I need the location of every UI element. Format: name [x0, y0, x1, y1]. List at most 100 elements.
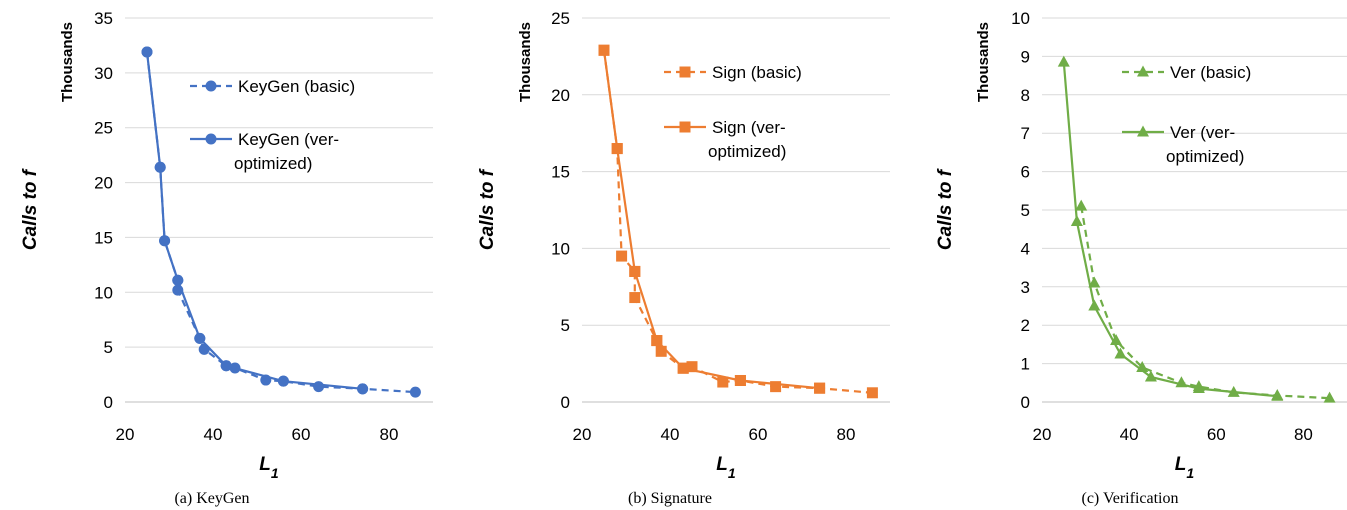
data-point — [194, 332, 206, 344]
legend-marker — [205, 80, 217, 92]
data-point — [1271, 389, 1284, 401]
x-tick-label: 20 — [116, 425, 135, 444]
legend-marker — [679, 121, 691, 133]
x-tick-label: 40 — [1120, 425, 1139, 444]
series-line-optimized — [145, 51, 363, 390]
x-tick-label: 80 — [1294, 425, 1313, 444]
legend-label: Sign (basic) — [712, 63, 802, 82]
data-point — [409, 386, 421, 398]
legend-label: optimized) — [708, 142, 786, 161]
data-point — [717, 376, 729, 388]
y-tick-label: 25 — [551, 9, 570, 28]
y-tick-label: 15 — [94, 228, 113, 247]
data-point — [154, 161, 166, 173]
data-point — [1323, 391, 1336, 403]
chart-panel-1: 0 5 10 15 20 25 30 35 20 40 60 80 Thousands Calls to … — [20, 9, 433, 507]
data-point — [598, 44, 610, 56]
data-point — [1075, 199, 1088, 211]
y-tick-label: 2 — [1021, 316, 1030, 335]
y-axis-title: Calls to f — [935, 168, 956, 250]
y-tick-label: 20 — [551, 86, 570, 105]
series-line-basic — [145, 51, 416, 394]
legend-label: optimized) — [234, 154, 312, 173]
y-tick-label: 10 — [94, 283, 113, 302]
data-point — [1070, 215, 1083, 227]
y-tick-label: 7 — [1021, 124, 1030, 143]
y-tick-label: 10 — [1011, 9, 1030, 28]
figure-caption: (b) Signature — [628, 490, 712, 507]
figure-caption: (a) KeyGen — [174, 490, 249, 507]
y-units-label: Thousands — [59, 22, 76, 102]
y-tick-label: 5 — [1021, 201, 1030, 220]
series-line-optimized — [602, 50, 820, 390]
y-tick-label: 30 — [94, 64, 113, 83]
data-point — [677, 362, 689, 374]
y-units-label: Thousands — [517, 22, 534, 102]
x-tick-label: 20 — [1033, 425, 1052, 444]
y-tick-label: 15 — [551, 163, 570, 182]
data-point — [770, 381, 782, 393]
data-point — [1088, 276, 1101, 288]
y-tick-label: 20 — [94, 174, 113, 193]
x-axis-title: L1 — [716, 454, 736, 481]
y-tick-label: 8 — [1021, 86, 1030, 105]
x-tick-label: 40 — [661, 425, 680, 444]
y-tick-label: 0 — [561, 393, 570, 412]
data-point — [1088, 299, 1101, 311]
legend-marker — [1137, 65, 1149, 77]
y-tick-label: 5 — [104, 338, 113, 357]
data-point — [686, 361, 698, 373]
legend-label: optimized) — [1166, 147, 1244, 166]
y-axis-title: Calls to f — [477, 168, 498, 250]
x-axis-title: L1 — [1175, 454, 1195, 481]
data-point — [814, 382, 826, 394]
y-tick-label: 1 — [1021, 355, 1030, 374]
legend-label: Ver (ver- — [1170, 123, 1235, 142]
series-line-optimized — [1062, 62, 1278, 398]
series-line-basic — [602, 50, 873, 394]
data-point — [1144, 370, 1157, 382]
x-tick-label: 20 — [573, 425, 592, 444]
legend-label: KeyGen (ver- — [238, 130, 339, 149]
data-point — [313, 381, 325, 393]
figure-caption: (c) Verification — [1082, 490, 1179, 507]
legend-label: KeyGen (basic) — [238, 77, 355, 96]
x-tick-label: 60 — [292, 425, 311, 444]
y-tick-label: 25 — [94, 119, 113, 138]
legend-marker — [205, 133, 217, 145]
legend-label: Ver (basic) — [1170, 63, 1251, 82]
data-point — [611, 143, 623, 155]
data-point — [357, 383, 369, 395]
x-tick-label: 60 — [749, 425, 768, 444]
y-units-label: Thousands — [975, 22, 992, 102]
data-point — [651, 335, 663, 347]
chart-panel-2: 0 5 10 15 20 25 20 40 60 80 Thousands Calls to f L1(… — [477, 9, 890, 507]
data-point — [866, 387, 878, 399]
x-tick-label: 40 — [204, 425, 223, 444]
x-axis-title: L1 — [259, 454, 279, 481]
data-point — [616, 250, 628, 262]
y-tick-label: 4 — [1021, 239, 1030, 258]
x-tick-label: 60 — [1207, 425, 1226, 444]
data-point — [172, 274, 184, 286]
y-tick-label: 9 — [1021, 47, 1030, 66]
data-point — [277, 375, 289, 387]
data-point — [629, 292, 641, 304]
y-tick-label: 0 — [1021, 393, 1030, 412]
y-tick-label: 6 — [1021, 163, 1030, 182]
x-tick-label: 80 — [380, 425, 399, 444]
chart-panel-3: 0 1 2 3 4 5 6 7 8 9 10 20 40 60 80 Thousands Calls to f L… — [935, 9, 1347, 507]
y-tick-label: 0 — [104, 393, 113, 412]
data-point — [141, 46, 153, 58]
series-line-basic — [1080, 206, 1330, 400]
y-tick-label: 10 — [551, 239, 570, 258]
y-tick-label: 5 — [561, 316, 570, 335]
data-point — [220, 360, 232, 372]
data-point — [159, 235, 171, 247]
data-point — [1057, 55, 1070, 67]
y-tick-label: 35 — [94, 9, 113, 28]
data-point — [734, 374, 746, 386]
y-tick-label: 3 — [1021, 278, 1030, 297]
data-point — [655, 345, 667, 357]
data-point — [629, 265, 641, 277]
